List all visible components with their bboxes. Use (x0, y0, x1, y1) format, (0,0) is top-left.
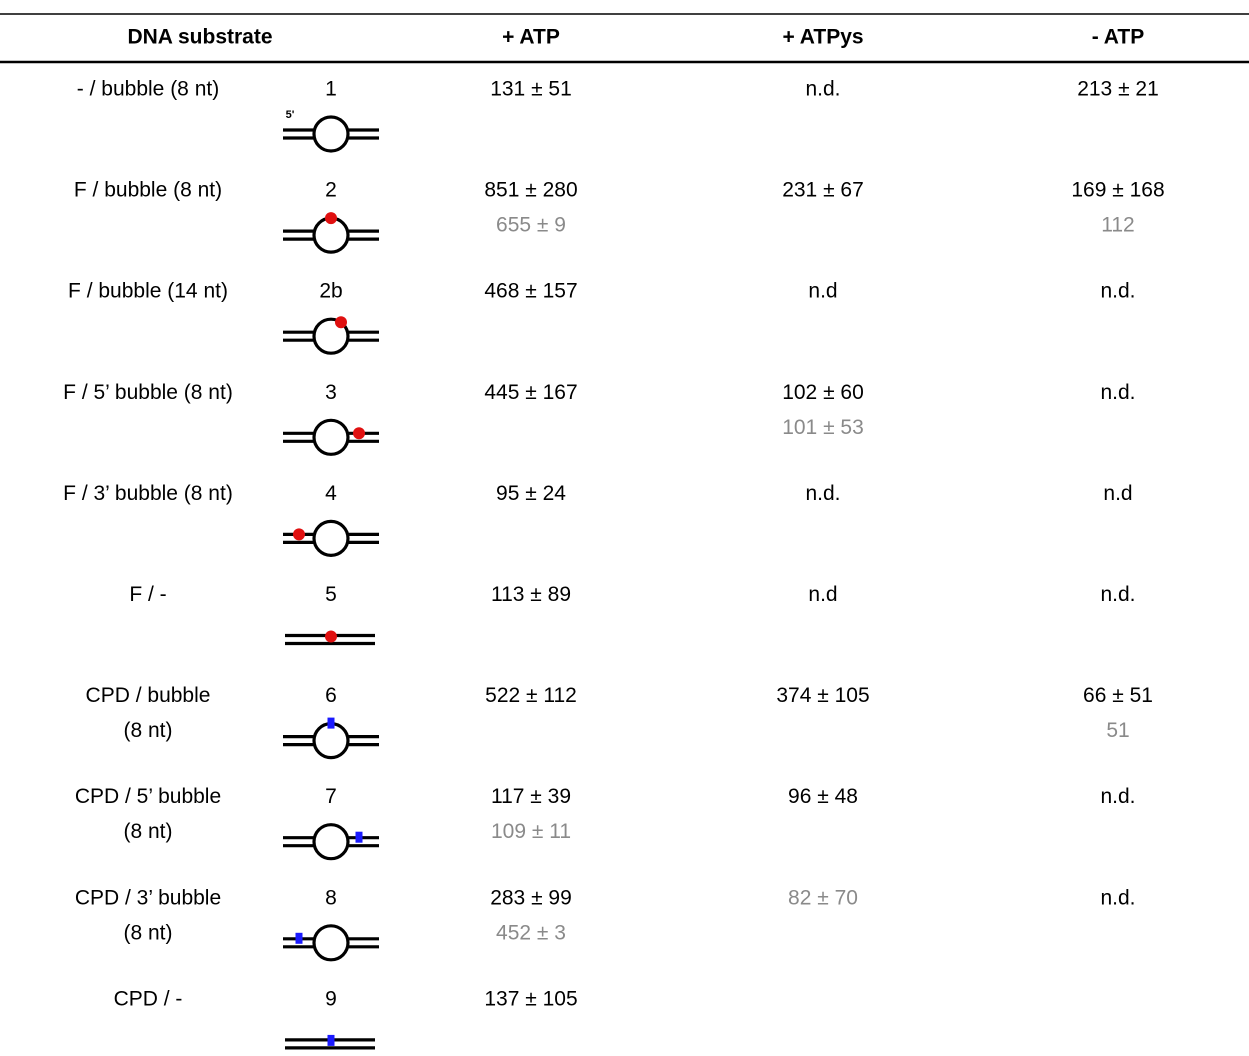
lesion-f (293, 528, 305, 540)
substrate-name: F / 5’ bubble (8 nt) (63, 381, 233, 404)
substrate-name: (8 nt) (123, 719, 172, 742)
substrate-number: 5 (325, 583, 337, 606)
value: 374 ± 105 (776, 684, 869, 707)
table: DNA substrate + ATP + ATPys - ATP - / bubble… (0, 0, 1249, 1051)
bubble (314, 825, 348, 859)
value: 851 ± 280 (484, 179, 577, 202)
value-secondary: 452 ± 3 (496, 921, 566, 944)
substrate-number: 9 (325, 987, 337, 1010)
lesion-f (353, 427, 365, 439)
value: n.d. (1100, 886, 1135, 909)
value-secondary: 51 (1106, 719, 1129, 742)
substrate-number: 6 (325, 684, 337, 707)
value-secondary: 109 ± 11 (491, 820, 571, 843)
substrate-name: - / bubble (8 nt) (77, 78, 219, 101)
value: n.d (808, 280, 837, 303)
bubble (314, 926, 348, 960)
substrate-name: (8 nt) (123, 921, 172, 944)
substrate-number: 7 (325, 785, 337, 808)
substrate-name: F / bubble (14 nt) (68, 280, 228, 303)
lesion-f (325, 212, 337, 224)
value: 231 ± 67 (782, 179, 864, 202)
value: 445 ± 167 (484, 381, 577, 404)
value: 522 ± 112 (485, 684, 577, 707)
column-header: DNA substrate (127, 26, 272, 49)
substrate-name: CPD / - (114, 987, 183, 1010)
value: n.d. (1100, 381, 1135, 404)
lesion-cpd (296, 933, 303, 944)
value: 213 ± 21 (1077, 78, 1159, 101)
bubble (314, 521, 348, 555)
substrate-name: CPD / 5’ bubble (75, 785, 221, 808)
value: n.d. (805, 78, 840, 101)
value: n.d (808, 583, 837, 606)
page: {"table": { "header": ["DNA substrate", … (0, 0, 1249, 1051)
substrate-number: 4 (325, 482, 337, 505)
value-secondary: 101 ± 53 (782, 416, 864, 439)
substrate-number: 8 (325, 886, 337, 909)
value: 95 ± 24 (496, 482, 566, 505)
value: 102 ± 60 (782, 381, 864, 404)
value-secondary: 112 (1101, 214, 1134, 237)
lesion-cpd (356, 832, 363, 843)
substrate-name: CPD / 3’ bubble (75, 886, 221, 909)
bubble (314, 117, 348, 151)
bubble (314, 724, 348, 758)
lesion-f (325, 631, 337, 643)
lesion-cpd (328, 1035, 335, 1046)
value: 66 ± 51 (1083, 684, 1153, 707)
column-header: + ATPys (782, 26, 863, 49)
substrate-name: F / 3’ bubble (8 nt) (63, 482, 233, 505)
value: 131 ± 51 (490, 78, 572, 101)
value: n.d. (1100, 583, 1135, 606)
bubble (314, 420, 348, 454)
value: 96 ± 48 (788, 785, 858, 808)
value: 169 ± 168 (1071, 179, 1164, 202)
substrate-name: F / bubble (8 nt) (74, 179, 222, 202)
value: 113 ± 89 (491, 583, 571, 606)
lesion-f (335, 316, 347, 328)
value: n.d. (805, 482, 840, 505)
value: 283 ± 99 (490, 886, 572, 909)
substrate-number: 3 (325, 381, 337, 404)
lesion-cpd (328, 718, 335, 729)
value: n.d (1103, 482, 1132, 505)
value-secondary: 82 ± 70 (788, 886, 858, 909)
substrate-name: F / - (129, 583, 166, 606)
value-secondary: 655 ± 9 (496, 214, 566, 237)
column-header: + ATP (502, 26, 560, 49)
substrate-name: (8 nt) (123, 820, 172, 843)
column-header: - ATP (1092, 26, 1145, 49)
value: 468 ± 157 (484, 280, 577, 303)
value: 117 ± 39 (491, 785, 571, 808)
substrate-number: 2 (325, 179, 337, 202)
value: 137 ± 105 (484, 987, 577, 1010)
value: n.d. (1100, 785, 1135, 808)
value: n.d. (1100, 280, 1135, 303)
substrate-number: 1 (325, 78, 337, 101)
substrate-name: CPD / bubble (86, 684, 211, 707)
substrate-number: 2b (319, 280, 342, 303)
five-prime-label: 5' (286, 109, 295, 121)
